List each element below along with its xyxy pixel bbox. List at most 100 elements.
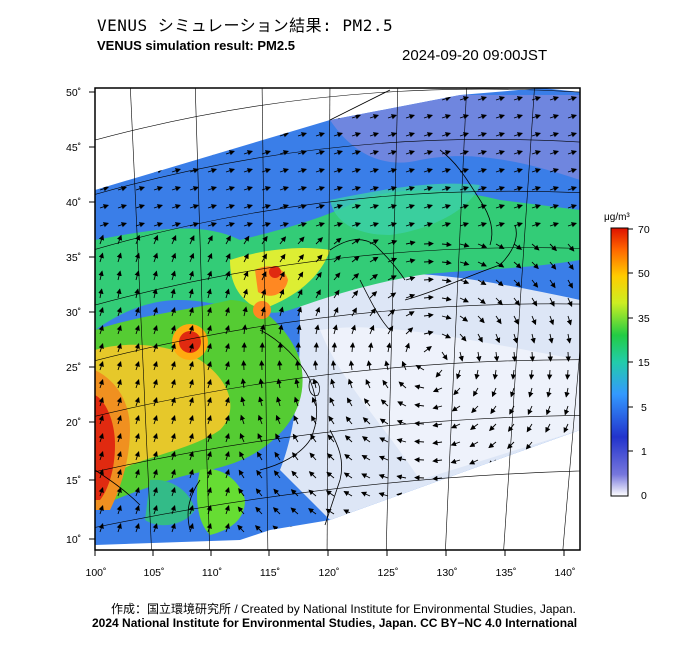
wind-arrow	[290, 507, 299, 515]
wind-arrow	[329, 397, 335, 407]
wind-arrow	[188, 325, 194, 335]
wind-arrow	[116, 415, 122, 425]
wind-arrow	[315, 150, 325, 156]
wind-arrow	[207, 252, 213, 263]
lon-label: 115˚	[260, 567, 280, 579]
wind-arrow	[459, 279, 470, 285]
wind-arrow	[530, 333, 536, 344]
lon-label: 105˚	[143, 567, 164, 579]
wind-arrow	[441, 132, 451, 138]
wind-arrow	[260, 324, 266, 335]
wind-arrow	[152, 270, 158, 281]
wind-arrow	[476, 351, 482, 362]
wind-arrow	[470, 423, 479, 430]
wind-arrow	[346, 397, 353, 407]
wind-arrow	[477, 168, 487, 174]
wind-arrow	[507, 423, 515, 432]
wind-arrow	[206, 307, 212, 317]
wind-arrow	[495, 186, 505, 192]
wind-arrow	[351, 273, 360, 281]
wind-arrow	[387, 257, 398, 263]
wind-arrow	[549, 204, 559, 210]
wind-arrow	[170, 325, 176, 335]
wind-arrow	[567, 96, 577, 102]
wind-arrow	[278, 306, 284, 317]
lat-label: 20˚	[66, 417, 81, 429]
wind-arrow	[243, 253, 249, 263]
wind-arrow	[189, 204, 199, 210]
wind-arrow	[423, 222, 433, 228]
wind-arrow	[207, 235, 213, 245]
wind-arrow	[225, 150, 235, 156]
wind-arrow	[237, 506, 245, 515]
wind-arrow	[369, 291, 378, 299]
wind-arrow	[564, 387, 570, 398]
wind-arrow	[254, 525, 263, 533]
wind-arrow	[549, 297, 555, 307]
wind-arrow	[297, 204, 307, 210]
wind-arrow	[459, 114, 469, 120]
wind-arrow	[225, 204, 235, 210]
wind-arrow	[330, 378, 336, 389]
wind-arrow	[493, 351, 500, 362]
wind-arrow	[261, 271, 267, 281]
wind-arrow	[188, 397, 194, 407]
wind-arrow	[311, 396, 317, 407]
wind-arrow	[206, 505, 212, 515]
wind-arrow	[495, 261, 505, 268]
wind-arrow	[367, 342, 374, 353]
wind-arrow	[224, 487, 230, 497]
wind-arrow	[565, 351, 571, 362]
wind-arrow	[308, 508, 317, 515]
wind-arrow	[99, 204, 109, 210]
wind-arrow	[189, 235, 195, 245]
wind-arrow	[312, 360, 319, 371]
wind-arrow	[513, 297, 520, 306]
wind-arrow	[296, 324, 302, 335]
colorbar-tick: 70	[638, 224, 650, 236]
wind-arrow	[189, 168, 199, 174]
wind-arrow	[279, 168, 289, 174]
wind-arrow	[279, 150, 289, 156]
wind-arrow	[459, 315, 469, 322]
wind-arrow	[206, 433, 212, 443]
wind-arrow	[350, 324, 356, 335]
wind-arrow	[297, 132, 307, 138]
wind-arrow	[548, 333, 554, 344]
wind-arrow	[531, 297, 538, 307]
lon-label: 100˚	[85, 567, 106, 579]
wind-arrow	[450, 441, 461, 447]
wind-arrow	[549, 243, 557, 252]
wind-arrow	[327, 434, 335, 443]
wind-arrow	[531, 114, 541, 120]
wind-arrow	[242, 288, 248, 299]
wind-arrow	[188, 361, 194, 371]
wind-arrow	[477, 132, 487, 138]
wind-arrow	[361, 473, 371, 479]
wind-arrow	[366, 360, 372, 371]
wind-arrow	[495, 132, 505, 138]
wind-arrow	[152, 361, 158, 371]
wind-arrow	[152, 487, 158, 497]
wind-arrow	[459, 96, 469, 102]
wind-arrow	[239, 414, 246, 425]
wind-arrow	[459, 333, 467, 342]
wind-arrow	[98, 325, 104, 335]
wind-arrow	[313, 342, 319, 353]
wind-arrow	[549, 186, 559, 192]
wind-arrow	[405, 276, 416, 282]
wind-arrow	[296, 306, 302, 317]
wind-arrow	[459, 242, 470, 248]
wind-arrow	[567, 297, 573, 308]
wind-arrow	[134, 252, 140, 263]
wind-arrow	[495, 150, 505, 156]
wind-arrow	[225, 186, 235, 192]
wind-arrow	[134, 288, 140, 299]
wind-arrow	[441, 222, 451, 228]
wind-arrow	[134, 451, 140, 461]
wind-arrow	[98, 234, 105, 245]
wind-arrow	[188, 307, 194, 317]
wind-arrow	[477, 186, 487, 192]
wind-arrow	[134, 343, 140, 353]
wind-arrow	[297, 168, 307, 174]
